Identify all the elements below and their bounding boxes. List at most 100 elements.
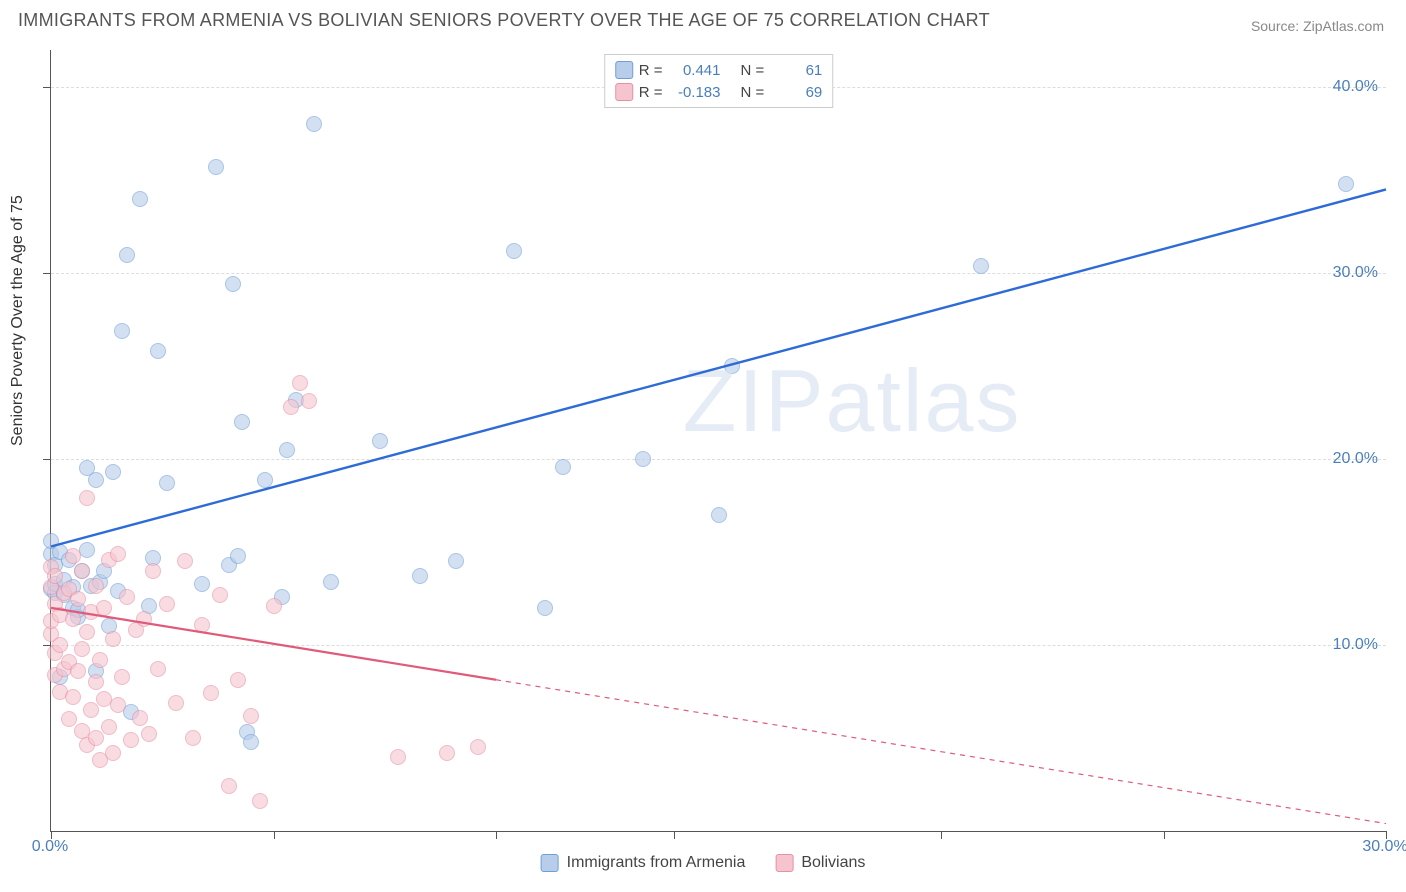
legend-label: Bolivians [801,854,865,872]
data-point [448,553,464,569]
data-point [136,611,152,627]
swatch-bolivians [615,83,633,101]
y-tick-label: 20.0% [1333,450,1378,468]
n-label: N = [741,84,765,101]
data-point [221,778,237,794]
data-point [74,641,90,657]
x-tick-label: 0.0% [32,838,68,856]
data-point [114,669,130,685]
data-point [1338,176,1354,192]
data-point [372,433,388,449]
y-tick-label: 40.0% [1333,78,1378,96]
data-point [88,674,104,690]
data-point [555,459,571,475]
n-value: 69 [770,84,822,101]
data-point [92,652,108,668]
data-point [252,793,268,809]
data-point [79,490,95,506]
data-point [323,574,339,590]
data-point [65,611,81,627]
n-label: N = [741,62,765,79]
data-point [119,589,135,605]
gridline [51,459,1386,460]
data-point [243,708,259,724]
data-point [283,399,299,415]
data-point [973,258,989,274]
data-point [141,726,157,742]
data-point [88,578,104,594]
data-point [105,745,121,761]
r-value: 0.441 [669,62,721,79]
data-point [145,563,161,579]
n-value: 61 [770,62,822,79]
data-point [110,697,126,713]
data-point [724,358,740,374]
legend-label: Immigrants from Armenia [567,854,746,872]
swatch-bolivians [775,854,793,872]
y-tick-label: 10.0% [1333,636,1378,654]
data-point [470,739,486,755]
data-point [150,661,166,677]
data-point [257,472,273,488]
data-point [101,719,117,735]
series-legend: Immigrants from Armenia Bolivians [541,854,866,872]
chart-title: IMMIGRANTS FROM ARMENIA VS BOLIVIAN SENI… [18,10,990,31]
r-value: -0.183 [669,84,721,101]
data-point [212,587,228,603]
data-point [306,116,322,132]
data-point [96,600,112,616]
gridline [51,273,1386,274]
data-point [194,617,210,633]
data-point [79,624,95,640]
data-point [119,247,135,263]
data-point [74,563,90,579]
data-point [132,191,148,207]
swatch-armenia [615,61,633,79]
data-point [266,598,282,614]
r-label: R = [639,84,663,101]
data-point [177,553,193,569]
data-point [243,734,259,750]
data-point [234,414,250,430]
legend-row-bolivians: R = -0.183 N = 69 [615,81,823,103]
gridline [51,645,1386,646]
r-label: R = [639,62,663,79]
data-point [65,689,81,705]
data-point [439,745,455,761]
data-point [225,276,241,292]
data-point [301,393,317,409]
data-point [114,323,130,339]
legend-row-armenia: R = 0.441 N = 61 [615,59,823,81]
data-point [83,702,99,718]
data-point [292,375,308,391]
data-point [168,695,184,711]
data-point [110,546,126,562]
data-point [123,732,139,748]
plot-area: ZIPatlas R = 0.441 N = 61 R = -0.183 N =… [50,50,1386,832]
data-point [65,548,81,564]
data-point [194,576,210,592]
y-tick-label: 30.0% [1333,264,1378,282]
data-point [88,472,104,488]
x-tick-label: 30.0% [1362,838,1406,856]
data-point [412,568,428,584]
data-point [61,711,77,727]
data-point [105,631,121,647]
data-point [159,596,175,612]
data-point [230,548,246,564]
legend-item-bolivians: Bolivians [775,854,865,872]
data-point [150,343,166,359]
data-point [537,600,553,616]
data-point [711,507,727,523]
data-point [506,243,522,259]
data-point [105,464,121,480]
data-point [635,451,651,467]
data-point [88,730,104,746]
data-point [390,749,406,765]
data-point [279,442,295,458]
data-point [70,591,86,607]
data-point [203,685,219,701]
data-point [52,637,68,653]
data-point [70,663,86,679]
data-point [185,730,201,746]
